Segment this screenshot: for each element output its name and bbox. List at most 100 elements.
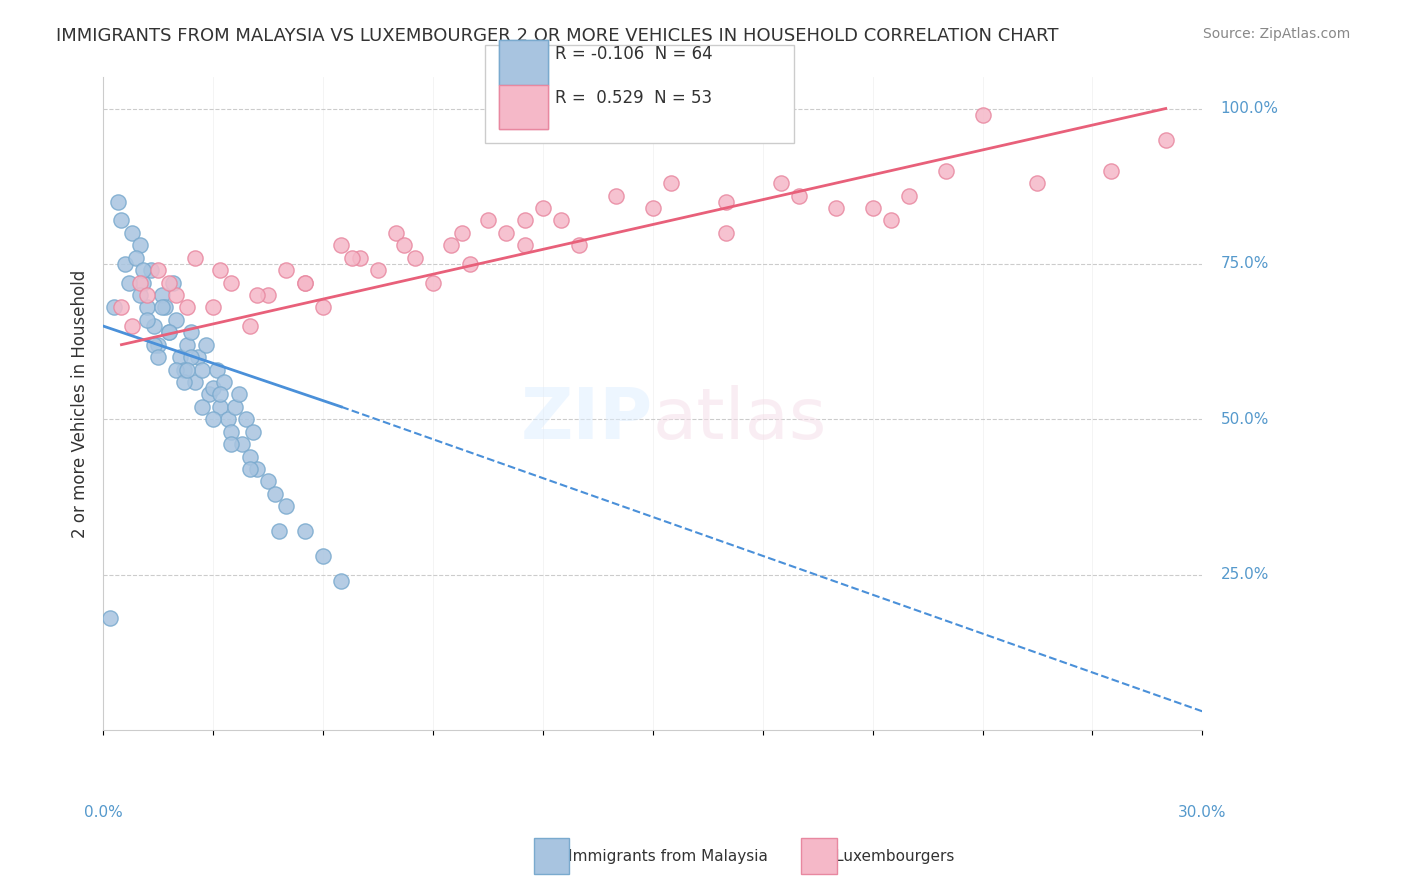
Point [477,213,499,227]
Point [972,108,994,122]
Point [165,362,187,376]
Point [217,412,239,426]
Point [209,400,232,414]
Point [342,251,364,265]
Point [385,226,408,240]
Point [605,188,627,202]
Point [121,319,143,334]
Point [107,194,129,209]
Point [714,226,737,240]
Point [128,288,150,302]
Point [176,301,198,315]
Point [367,263,389,277]
Point [294,276,316,290]
Text: Source: ZipAtlas.com: Source: ZipAtlas.com [1202,27,1350,41]
Point [157,325,180,339]
Point [157,276,180,290]
Point [157,325,180,339]
Text: R = -0.106  N = 64: R = -0.106 N = 64 [555,45,713,62]
Text: R =  0.529  N = 53: R = 0.529 N = 53 [555,89,713,107]
Point [132,263,155,277]
Point [202,301,225,315]
Point [191,400,214,414]
Text: Immigrants from Malaysia: Immigrants from Malaysia [534,849,768,863]
Point [330,574,353,588]
Point [769,176,792,190]
Point [267,524,290,538]
Point [165,288,187,302]
Point [1154,132,1177,146]
Point [221,425,243,439]
Point [898,188,921,202]
Point [202,412,225,426]
Point [136,313,159,327]
Point [209,263,232,277]
Point [880,213,903,227]
Point [224,400,246,414]
Point [404,251,426,265]
Point [165,313,187,327]
Text: 75.0%: 75.0% [1220,256,1270,271]
Point [128,238,150,252]
Point [136,288,159,302]
Point [146,350,169,364]
Point [257,475,280,489]
Point [1026,176,1049,190]
Text: IMMIGRANTS FROM MALAYSIA VS LUXEMBOURGER 2 OR MORE VEHICLES IN HOUSEHOLD CORRELA: IMMIGRANTS FROM MALAYSIA VS LUXEMBOURGER… [56,27,1059,45]
Point [150,301,173,315]
Point [173,362,195,376]
Point [209,387,232,401]
Point [294,276,316,290]
Point [513,213,536,227]
Point [349,251,371,265]
Point [155,301,177,315]
Point [935,163,957,178]
Point [242,425,264,439]
Point [531,201,554,215]
Point [176,337,198,351]
Point [787,188,810,202]
Point [136,301,159,315]
Point [143,319,166,334]
Point [641,201,664,215]
Point [146,263,169,277]
Point [239,319,262,334]
Text: 0.0%: 0.0% [84,805,122,820]
Point [239,462,262,476]
Point [110,213,132,227]
Point [103,301,125,315]
Point [121,226,143,240]
Point [257,288,280,302]
Point [451,226,474,240]
Point [146,337,169,351]
Point [440,238,463,252]
Point [825,201,848,215]
Point [231,437,253,451]
Point [276,263,298,277]
Point [862,201,884,215]
Point [246,462,269,476]
Point [239,450,262,464]
Point [568,238,591,252]
Point [550,213,572,227]
Point [312,549,335,563]
Point [422,276,444,290]
Point [212,375,235,389]
Point [221,276,243,290]
Text: 50.0%: 50.0% [1220,412,1270,426]
Point [187,350,209,364]
Point [191,362,214,376]
Point [659,176,682,190]
Point [184,251,207,265]
Point [330,238,353,252]
Point [458,257,481,271]
Point [221,437,243,451]
Point [184,375,207,389]
Point [132,276,155,290]
Point [125,251,148,265]
Point [128,276,150,290]
Point [110,301,132,315]
Point [118,276,141,290]
Point [205,362,228,376]
Point [100,611,122,625]
